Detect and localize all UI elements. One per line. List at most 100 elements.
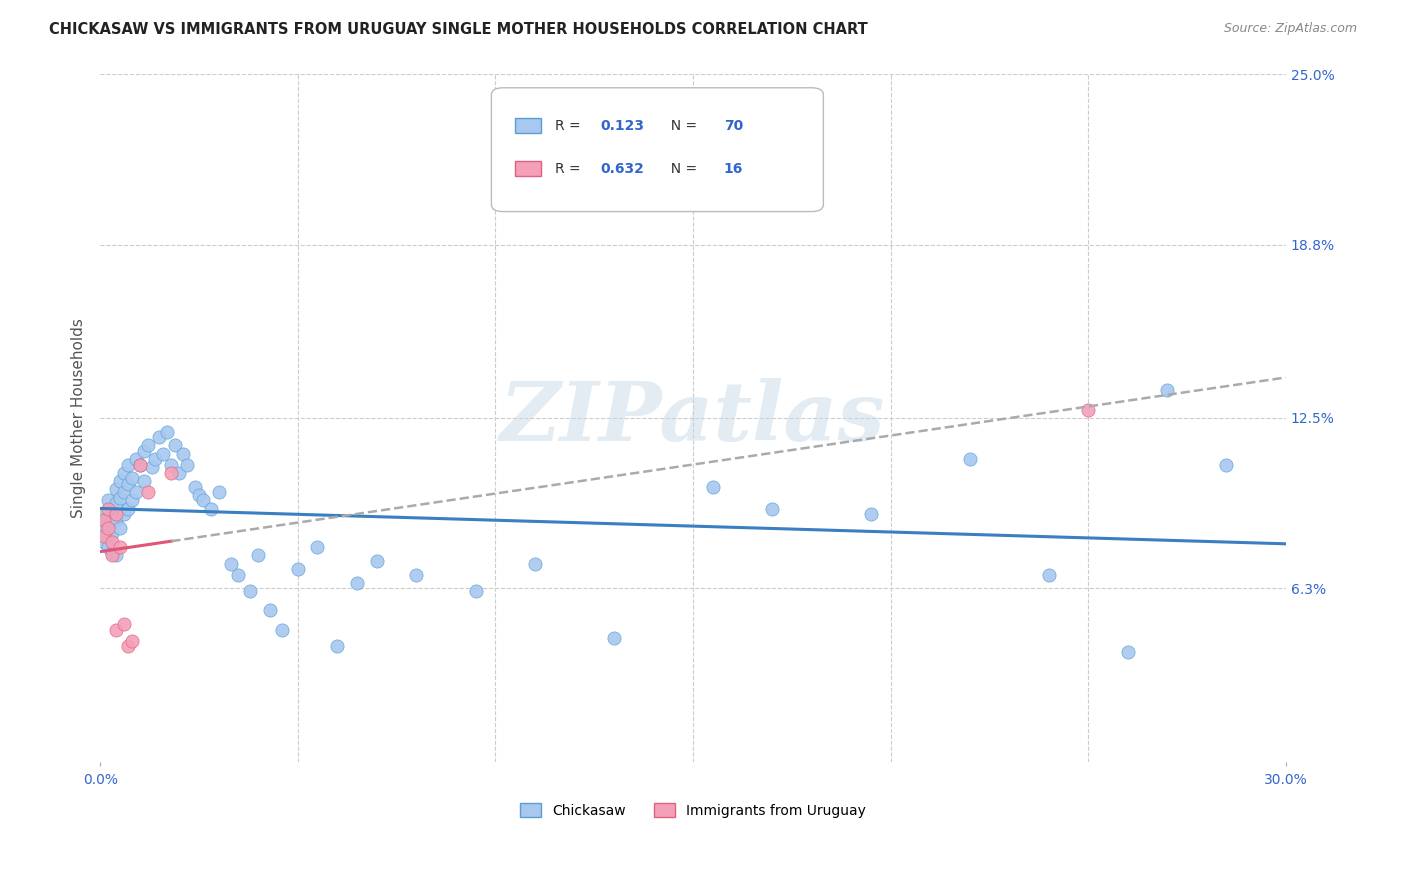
Point — [101, 546, 124, 560]
Point — [128, 458, 150, 472]
Point — [156, 425, 179, 439]
Point — [117, 458, 139, 472]
Point — [405, 567, 427, 582]
Point — [101, 526, 124, 541]
Point — [104, 496, 127, 510]
Text: CHICKASAW VS IMMIGRANTS FROM URUGUAY SINGLE MOTHER HOUSEHOLDS CORRELATION CHART: CHICKASAW VS IMMIGRANTS FROM URUGUAY SIN… — [49, 22, 868, 37]
Point — [101, 516, 124, 530]
Point — [148, 430, 170, 444]
Point — [108, 540, 131, 554]
Point — [959, 452, 981, 467]
Point — [97, 493, 120, 508]
Point — [112, 507, 135, 521]
Point — [132, 474, 155, 488]
Point — [152, 447, 174, 461]
Point — [104, 513, 127, 527]
Text: ZIPatlas: ZIPatlas — [501, 378, 886, 458]
Point — [167, 466, 190, 480]
Point — [121, 633, 143, 648]
Point — [259, 603, 281, 617]
Point — [97, 521, 120, 535]
Y-axis label: Single Mother Households: Single Mother Households — [72, 318, 86, 518]
Text: N =: N = — [662, 119, 702, 133]
Point — [160, 466, 183, 480]
Point — [128, 458, 150, 472]
FancyBboxPatch shape — [491, 87, 824, 211]
Text: R =: R = — [555, 119, 585, 133]
Point — [366, 554, 388, 568]
Point — [239, 584, 262, 599]
Point — [104, 549, 127, 563]
Point — [172, 447, 194, 461]
Point — [97, 513, 120, 527]
Point — [121, 493, 143, 508]
Point — [160, 458, 183, 472]
Point — [523, 557, 546, 571]
Point — [346, 576, 368, 591]
Point — [108, 474, 131, 488]
Point — [165, 438, 187, 452]
Point — [136, 485, 159, 500]
Point — [117, 476, 139, 491]
Point — [93, 529, 115, 543]
Point — [208, 485, 231, 500]
Text: 70: 70 — [724, 119, 742, 133]
Point — [326, 639, 349, 653]
Point — [117, 501, 139, 516]
Point — [761, 501, 783, 516]
Point — [141, 460, 163, 475]
Point — [93, 513, 115, 527]
Point — [97, 529, 120, 543]
Point — [108, 491, 131, 505]
Point — [97, 540, 120, 554]
Point — [125, 452, 148, 467]
Point — [191, 493, 214, 508]
Point — [93, 534, 115, 549]
Point — [187, 488, 209, 502]
Point — [104, 507, 127, 521]
Point — [859, 507, 882, 521]
Point — [93, 507, 115, 521]
Point — [117, 639, 139, 653]
Text: 0.123: 0.123 — [600, 119, 644, 133]
Point — [1038, 567, 1060, 582]
Point — [108, 521, 131, 535]
Point — [145, 452, 167, 467]
Point — [101, 549, 124, 563]
Point — [112, 466, 135, 480]
Point — [702, 480, 724, 494]
Point — [271, 623, 294, 637]
Point — [603, 631, 626, 645]
Point — [1077, 402, 1099, 417]
Text: N =: N = — [662, 162, 702, 176]
Point — [1215, 458, 1237, 472]
Point — [287, 562, 309, 576]
Point — [1156, 384, 1178, 398]
Point — [112, 617, 135, 632]
Point — [125, 485, 148, 500]
Point — [219, 557, 242, 571]
Point — [464, 584, 486, 599]
Point — [176, 458, 198, 472]
FancyBboxPatch shape — [515, 118, 541, 133]
Point — [228, 567, 250, 582]
Point — [307, 540, 329, 554]
Point — [93, 521, 115, 535]
Point — [104, 483, 127, 497]
Point — [184, 480, 207, 494]
Legend: Chickasaw, Immigrants from Uruguay: Chickasaw, Immigrants from Uruguay — [515, 797, 872, 823]
FancyBboxPatch shape — [515, 161, 541, 177]
Text: 16: 16 — [724, 162, 744, 176]
Point — [97, 501, 120, 516]
Point — [132, 443, 155, 458]
Point — [136, 438, 159, 452]
Text: R =: R = — [555, 162, 585, 176]
Point — [121, 471, 143, 485]
Point — [1116, 645, 1139, 659]
Point — [101, 501, 124, 516]
Text: 0.632: 0.632 — [600, 162, 644, 176]
Point — [247, 549, 270, 563]
Point — [200, 501, 222, 516]
Point — [112, 485, 135, 500]
Point — [101, 534, 124, 549]
